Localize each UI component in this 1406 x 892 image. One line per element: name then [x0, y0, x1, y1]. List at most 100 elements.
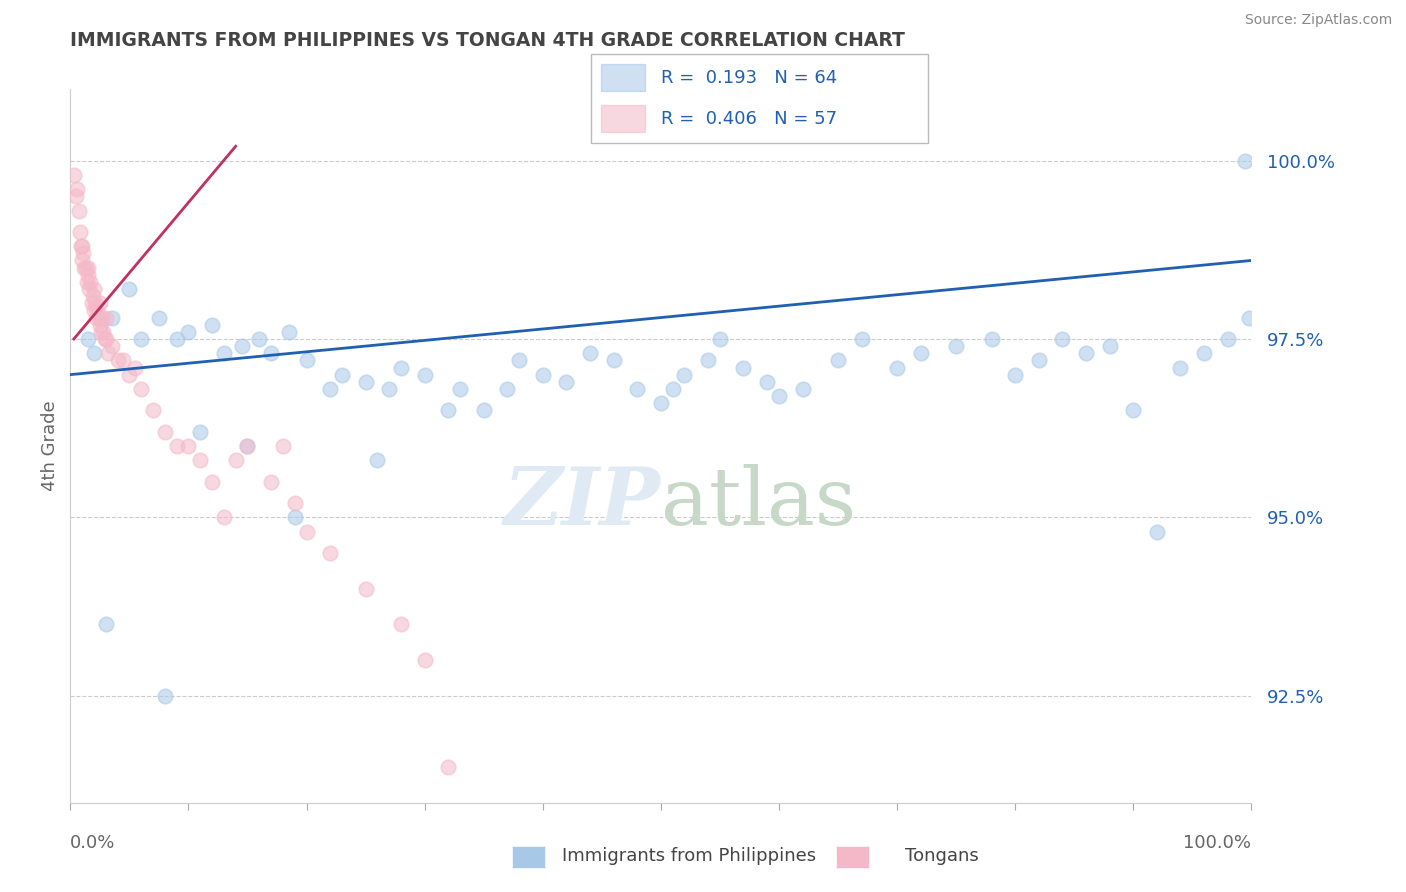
- Point: [910, 346, 932, 360]
- Point: [295, 524, 318, 539]
- Point: [75, 260, 97, 275]
- Text: Tongans: Tongans: [905, 847, 979, 865]
- FancyBboxPatch shape: [600, 105, 644, 132]
- Point: [118, 282, 141, 296]
- Point: [389, 360, 412, 375]
- Point: [93, 332, 115, 346]
- Point: [89, 318, 111, 332]
- Point: [67, 203, 90, 218]
- Point: [1074, 346, 1097, 360]
- Point: [225, 453, 247, 467]
- Point: [1098, 339, 1121, 353]
- Point: [212, 346, 235, 360]
- Point: [90, 325, 112, 339]
- Point: [100, 339, 122, 353]
- Text: IMMIGRANTS FROM PHILIPPINES VS TONGAN 4TH GRADE CORRELATION CHART: IMMIGRANTS FROM PHILIPPINES VS TONGAN 4T…: [70, 31, 905, 50]
- Point: [166, 439, 188, 453]
- Point: [124, 360, 146, 375]
- Point: [277, 325, 299, 339]
- Point: [271, 439, 294, 453]
- Point: [661, 382, 683, 396]
- Point: [97, 346, 120, 360]
- Point: [531, 368, 554, 382]
- Text: R =  0.193   N = 64: R = 0.193 N = 64: [661, 69, 838, 87]
- Point: [284, 496, 307, 510]
- Point: [260, 346, 283, 360]
- Point: [129, 382, 152, 396]
- Point: [94, 617, 117, 632]
- Point: [886, 360, 908, 375]
- Point: [602, 353, 624, 368]
- Point: [1237, 310, 1260, 325]
- Point: [72, 246, 94, 260]
- Point: [1216, 332, 1239, 346]
- Point: [65, 189, 87, 203]
- Point: [188, 453, 211, 467]
- Point: [1170, 360, 1192, 375]
- FancyBboxPatch shape: [600, 64, 644, 91]
- Point: [295, 353, 318, 368]
- Text: R =  0.406   N = 57: R = 0.406 N = 57: [661, 110, 838, 128]
- Text: 0.0%: 0.0%: [70, 834, 115, 852]
- Point: [1234, 153, 1257, 168]
- Point: [284, 510, 307, 524]
- Point: [166, 332, 188, 346]
- Text: Immigrants from Philippines: Immigrants from Philippines: [562, 847, 815, 865]
- Point: [366, 453, 388, 467]
- Text: ZIP: ZIP: [503, 465, 661, 541]
- Point: [709, 332, 731, 346]
- Point: [76, 275, 98, 289]
- Text: 100.0%: 100.0%: [1184, 834, 1251, 852]
- Point: [86, 303, 108, 318]
- Point: [733, 360, 755, 375]
- Point: [1122, 403, 1144, 417]
- Point: [650, 396, 672, 410]
- Point: [94, 332, 117, 346]
- Point: [77, 282, 100, 296]
- Point: [980, 332, 1002, 346]
- Point: [84, 310, 107, 325]
- Point: [83, 346, 105, 360]
- Point: [378, 382, 401, 396]
- Point: [142, 403, 165, 417]
- Point: [201, 475, 224, 489]
- FancyBboxPatch shape: [591, 54, 928, 143]
- Point: [1052, 332, 1074, 346]
- Point: [118, 368, 141, 382]
- Point: [827, 353, 849, 368]
- Point: [496, 382, 519, 396]
- Point: [79, 275, 101, 289]
- Point: [201, 318, 224, 332]
- Point: [84, 296, 107, 310]
- Point: [77, 260, 100, 275]
- Point: [626, 382, 648, 396]
- Point: [851, 332, 873, 346]
- Point: [231, 339, 253, 353]
- Point: [1028, 353, 1050, 368]
- Point: [319, 382, 342, 396]
- Point: [1146, 524, 1168, 539]
- Point: [768, 389, 790, 403]
- Point: [153, 425, 176, 439]
- Point: [93, 325, 115, 339]
- Point: [236, 439, 259, 453]
- Point: [697, 353, 720, 368]
- Point: [437, 760, 460, 774]
- Point: [354, 582, 377, 596]
- Point: [188, 425, 211, 439]
- Point: [66, 182, 89, 196]
- Point: [579, 346, 602, 360]
- Point: [70, 239, 93, 253]
- Point: [1192, 346, 1215, 360]
- Point: [673, 368, 696, 382]
- Point: [413, 368, 436, 382]
- Text: atlas: atlas: [661, 464, 856, 542]
- Point: [100, 310, 122, 325]
- Point: [91, 310, 114, 325]
- Point: [212, 510, 235, 524]
- Point: [70, 239, 93, 253]
- Point: [247, 332, 270, 346]
- Point: [83, 303, 105, 318]
- Point: [437, 403, 460, 417]
- Point: [472, 403, 495, 417]
